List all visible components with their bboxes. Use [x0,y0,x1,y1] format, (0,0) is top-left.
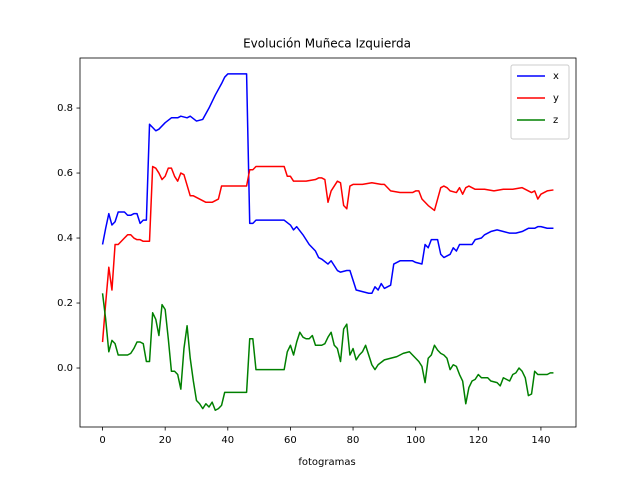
x-tick-label: 40 [221,435,234,446]
plot-frame [79,57,577,428]
y-tick-label: 0.2 [57,298,73,309]
y-tick-label: 0.4 [57,233,73,244]
x-tick-label: 60 [284,435,297,446]
x-tick-label: 0 [99,435,105,446]
y-tick-label: 0.0 [57,363,73,374]
legend-label: z [553,115,558,126]
chart-title: Evolución Muñeca Izquierda [243,37,411,51]
x-tick-label: 140 [531,435,550,446]
series-line [101,73,554,295]
x-tick-label: 80 [347,435,360,446]
x-tick-label: 100 [406,435,425,446]
legend-label: x [553,71,559,82]
series-line [101,293,554,412]
series-line [101,165,554,343]
x-tick-label: 20 [159,435,172,446]
x-axis-label: fotogramas [298,457,355,468]
legend-label: y [553,93,559,104]
x-tick-label: 120 [469,435,488,446]
y-tick-label: 0.8 [57,103,73,114]
y-tick-label: 0.6 [57,168,73,179]
